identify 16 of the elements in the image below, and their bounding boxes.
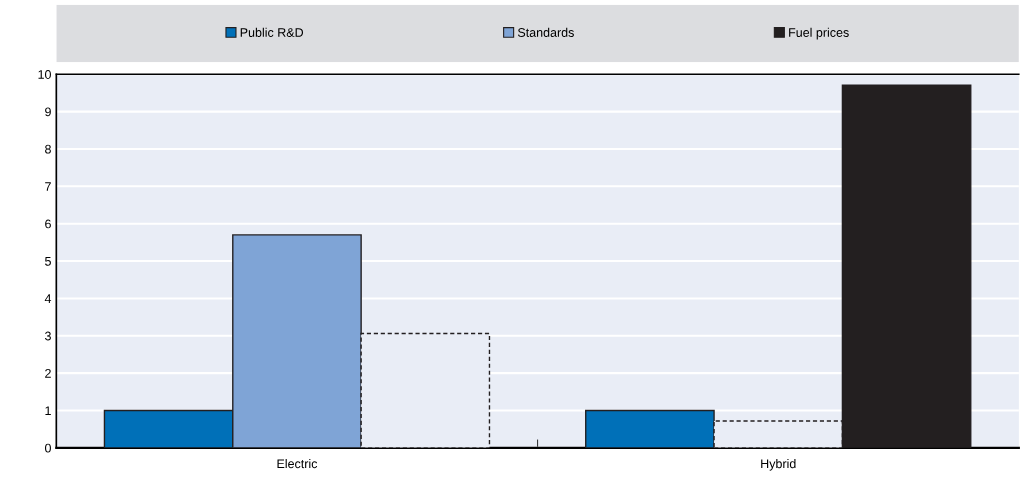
- y-tick-label: 8: [45, 144, 51, 154]
- y-tick-label: 5: [45, 256, 51, 266]
- y-tick-label: 3: [44, 331, 51, 341]
- y-tick-label: 0: [45, 443, 51, 453]
- legend-label: Standards: [517, 27, 574, 37]
- y-tick-label: 2: [45, 368, 51, 378]
- x-tick-label: Hybrid: [761, 458, 796, 471]
- legend-label: Fuel prices: [789, 27, 849, 40]
- y-tick-label: 10: [38, 70, 51, 79]
- legend-label: Public R&D: [240, 27, 304, 37]
- y-tick-label: 7: [45, 182, 51, 191]
- y-tick-label: 4: [44, 294, 52, 303]
- y-tick-label: 1: [45, 406, 51, 416]
- x-tick-label: Electric: [277, 458, 318, 469]
- y-tick-label: 6: [45, 219, 51, 229]
- y-tick-label: 9: [45, 107, 51, 117]
